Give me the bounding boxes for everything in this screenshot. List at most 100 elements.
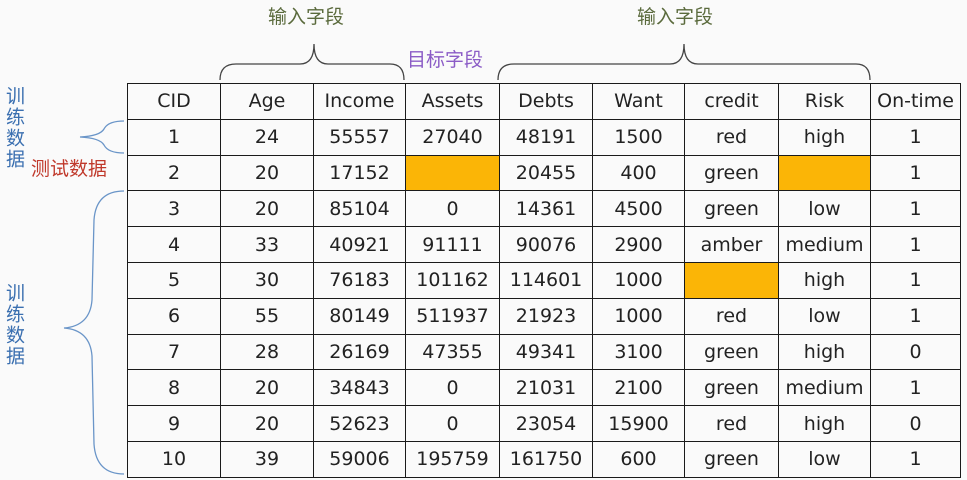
cell-risk: low — [778, 190, 871, 228]
cell-risk: high — [778, 405, 871, 442]
cell-assets: 195759 — [405, 440, 500, 478]
cell-cid: 4 — [127, 226, 221, 263]
cell-age: 30 — [220, 261, 314, 299]
cell-cid: 3 — [127, 190, 221, 228]
cell-assets: 0 — [405, 405, 500, 442]
cell-risk: medium — [778, 226, 871, 263]
table-row: 2 20 17152 20455 400 green 1 — [127, 154, 961, 192]
table-row: 7 28 26169 47355 49341 3100 green high 0 — [127, 333, 961, 371]
cell-debts: 49341 — [499, 333, 593, 371]
cell-want: 15900 — [592, 405, 685, 442]
header-debts: Debts — [499, 83, 593, 120]
cell-on-time: 1 — [870, 118, 961, 156]
cell-risk: low — [778, 297, 871, 335]
cell-income: 40921 — [313, 226, 406, 263]
header-risk: Risk — [778, 83, 871, 120]
input-fields-label-left: 输入字段 — [268, 6, 345, 28]
cell-credit: green — [684, 440, 779, 478]
cell-credit: red — [684, 297, 779, 335]
cell-age: 20 — [220, 190, 314, 228]
header-on-time: On-time — [870, 83, 961, 120]
cell-credit: green — [684, 190, 779, 228]
cell-age: 24 — [220, 118, 314, 156]
cell-debts: 161750 — [499, 440, 593, 478]
cell-risk: high — [778, 333, 871, 371]
cell-on-time: 1 — [870, 154, 961, 192]
cell-income: 17152 — [313, 154, 406, 192]
table-row: 10 39 59006 195759 161750 600 green low … — [127, 440, 961, 478]
table-row: 4 33 40921 91111 90076 2900 amber medium… — [127, 226, 961, 263]
cell-income: 26169 — [313, 333, 406, 371]
cell-want: 2900 — [592, 226, 685, 263]
cell-risk-missing — [778, 154, 871, 192]
header-age: Age — [220, 83, 314, 120]
cell-credit: red — [684, 118, 779, 156]
table-row: 5 30 76183 101162 114601 1000 high 1 — [127, 261, 961, 299]
cell-debts: 90076 — [499, 226, 593, 263]
cell-risk: low — [778, 440, 871, 478]
cell-income: 52623 — [313, 405, 406, 442]
cell-want: 400 — [592, 154, 685, 192]
cell-age: 33 — [220, 226, 314, 263]
cell-assets: 27040 — [405, 118, 500, 156]
cell-on-time: 1 — [870, 190, 961, 228]
cell-assets: 47355 — [405, 333, 500, 371]
cell-on-time: 0 — [870, 405, 961, 442]
cell-cid: 6 — [127, 297, 221, 335]
cell-risk: high — [778, 261, 871, 299]
cell-age: 28 — [220, 333, 314, 371]
cell-income: 76183 — [313, 261, 406, 299]
table-header-row: CID Age Income Assets Debts Want credit … — [127, 83, 961, 120]
cell-debts: 23054 — [499, 405, 593, 442]
input-fields-label-right: 输入字段 — [637, 6, 714, 28]
cell-risk: high — [778, 118, 871, 156]
cell-credit: red — [684, 405, 779, 442]
cell-want: 4500 — [592, 190, 685, 228]
cell-debts: 14361 — [499, 190, 593, 228]
cell-want: 600 — [592, 440, 685, 478]
cell-age: 39 — [220, 440, 314, 478]
train-data-label-top: 训练数据 — [3, 86, 25, 170]
cell-age: 20 — [220, 154, 314, 192]
table-row: 9 20 52623 0 23054 15900 red high 0 — [127, 405, 961, 442]
test-data-label: 测试数据 — [31, 158, 108, 180]
cell-cid: 2 — [127, 154, 221, 192]
cell-cid: 10 — [127, 440, 221, 478]
cell-assets: 0 — [405, 190, 500, 228]
cell-assets-missing — [405, 154, 500, 192]
header-cid: CID — [127, 83, 221, 120]
cell-income: 80149 — [313, 297, 406, 335]
cell-credit: amber — [684, 226, 779, 263]
cell-cid: 5 — [127, 261, 221, 299]
cell-want: 1000 — [592, 261, 685, 299]
cell-debts: 21923 — [499, 297, 593, 335]
cell-age: 55 — [220, 297, 314, 335]
cell-cid: 1 — [127, 118, 221, 156]
header-income: Income — [313, 83, 406, 120]
cell-on-time: 1 — [870, 226, 961, 263]
train-data-brace-top — [79, 120, 125, 154]
cell-income: 34843 — [313, 369, 406, 407]
header-assets: Assets — [405, 83, 500, 120]
cell-debts: 114601 — [499, 261, 593, 299]
cell-debts: 20455 — [499, 154, 593, 192]
train-data-brace-bottom — [63, 190, 125, 475]
cell-credit: green — [684, 333, 779, 371]
cell-assets: 511937 — [405, 297, 500, 335]
cell-on-time: 0 — [870, 333, 961, 371]
input-fields-brace-right — [497, 43, 871, 81]
cell-cid: 7 — [127, 333, 221, 371]
table-row: 8 20 34843 0 21031 2100 green medium 1 — [127, 369, 961, 407]
cell-want: 2100 — [592, 369, 685, 407]
cell-on-time: 1 — [870, 369, 961, 407]
cell-assets: 0 — [405, 369, 500, 407]
cell-age: 20 — [220, 405, 314, 442]
cell-on-time: 1 — [870, 440, 961, 478]
cell-assets: 91111 — [405, 226, 500, 263]
cell-debts: 21031 — [499, 369, 593, 407]
cell-want: 1000 — [592, 297, 685, 335]
table-row: 6 55 80149 511937 21923 1000 red low 1 — [127, 297, 961, 335]
target-field-label: 目标字段 — [407, 49, 484, 71]
cell-age: 20 — [220, 369, 314, 407]
